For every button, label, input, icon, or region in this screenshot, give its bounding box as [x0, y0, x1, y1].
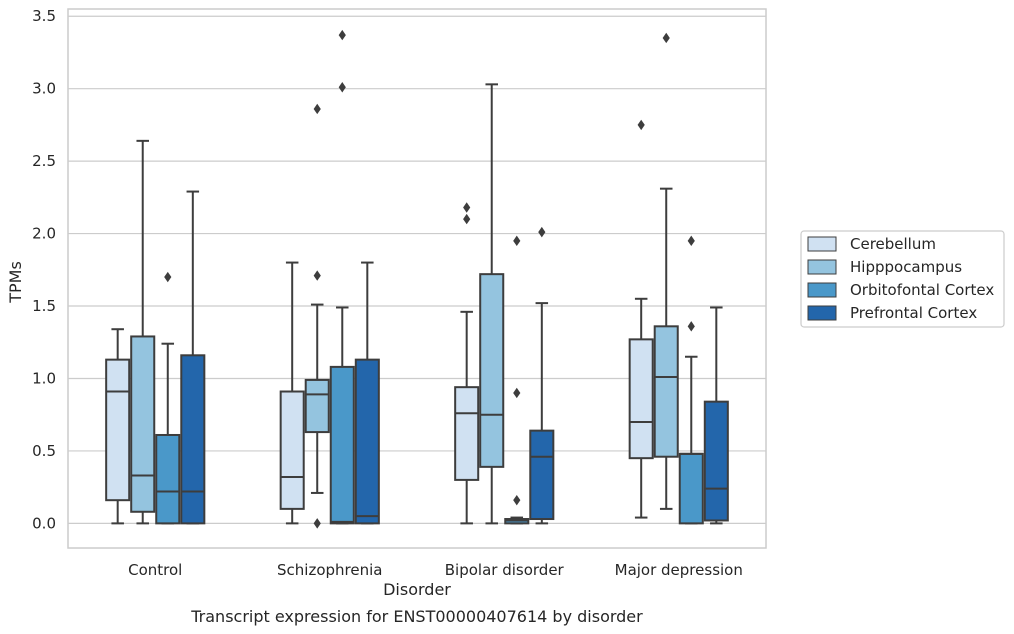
- box-iqr: [105, 358, 131, 502]
- y-tick-label: 3.5: [32, 7, 56, 25]
- outlier-point: [513, 494, 521, 506]
- legend-swatch: [807, 236, 837, 252]
- outlier-point: [463, 202, 471, 213]
- y-axis-ticks: 0.0 0.5 1.0 1.5 2.0 2.5 3.0 3.5: [32, 7, 56, 532]
- box-orbitofontal-cortex: [329, 29, 355, 525]
- outlier-point: [313, 103, 321, 115]
- box-hipppocampus: [130, 139, 156, 525]
- box-prefrontal-cortex: [703, 306, 729, 525]
- y-tick-label: 0.0: [32, 514, 56, 532]
- box-hipppocampus: [304, 103, 330, 529]
- x-axis-label: Disorder: [383, 580, 451, 599]
- x-tick-label: Bipolar disorder: [445, 561, 565, 579]
- box-prefrontal-cortex: [180, 190, 206, 525]
- x-tick-label: Schizophrenia: [277, 561, 382, 579]
- outlier-point: [338, 82, 346, 93]
- box-iqr: [703, 400, 729, 522]
- x-tick-label: Major depression: [615, 561, 743, 579]
- y-tick-label: 1.0: [32, 369, 56, 387]
- outlier-point: [637, 119, 645, 131]
- y-tick-label: 0.5: [32, 442, 56, 460]
- outlier-point: [164, 271, 172, 283]
- legend-label: Prefrontal Cortex: [850, 304, 977, 322]
- legend-label: Orbitofontal Cortex: [850, 281, 994, 299]
- outlier-point: [687, 321, 695, 332]
- box-cerebellum: [454, 202, 480, 525]
- boxes: [105, 29, 729, 529]
- box-prefrontal-cortex: [529, 226, 555, 525]
- box-iqr: [678, 452, 704, 525]
- box-iqr: [155, 433, 181, 525]
- outlier-point: [513, 387, 521, 399]
- box-cerebellum: [105, 328, 131, 525]
- y-tick-label: 3.0: [32, 80, 56, 98]
- legend-label: Hipppocampus: [850, 258, 962, 276]
- outlier-point: [513, 235, 521, 247]
- outlier-point: [313, 518, 321, 529]
- outlier-point: [687, 235, 695, 247]
- y-tick-label: 2.5: [32, 152, 56, 170]
- legend: Cerebellum Hipppocampus Orbitofontal Corte…: [800, 230, 1005, 328]
- legend-frame: [800, 230, 1005, 328]
- box-hipppocampus: [479, 83, 505, 525]
- x-axis-ticks: Control Schizophrenia Bipolar disorder Majo…: [128, 561, 743, 579]
- chart-caption: Transcript expression for ENST0000040761…: [190, 607, 643, 626]
- box-iqr: [454, 386, 480, 481]
- x-tick-label: Control: [128, 561, 182, 579]
- box-iqr: [479, 273, 505, 468]
- y-tick-label: 1.5: [32, 297, 56, 315]
- box-cerebellum: [628, 119, 654, 519]
- box-iqr: [653, 325, 679, 458]
- outlier-point: [338, 29, 346, 41]
- box-orbitofontal-cortex: [504, 235, 530, 525]
- box-iqr: [529, 429, 555, 521]
- outlier-point: [313, 270, 321, 281]
- box-hipppocampus: [653, 32, 679, 510]
- outlier-point: [662, 32, 670, 44]
- y-tick-label: 2.0: [32, 225, 56, 243]
- outlier-point: [538, 226, 546, 238]
- y-axis-label: TPMs: [6, 261, 25, 304]
- legend-swatch: [807, 259, 837, 275]
- box-iqr: [354, 358, 380, 525]
- box-orbitofontal-cortex: [678, 235, 704, 525]
- box-iqr: [329, 365, 355, 525]
- box-iqr: [279, 390, 305, 510]
- box-iqr: [304, 378, 330, 434]
- legend-label: Cerebellum: [850, 235, 936, 253]
- box-cerebellum: [279, 261, 305, 525]
- box-iqr: [628, 338, 654, 460]
- box-iqr: [180, 354, 206, 525]
- legend-swatch: [807, 305, 837, 321]
- box-iqr: [130, 335, 156, 513]
- plot-frame: [67, 8, 767, 549]
- box-orbitofontal-cortex: [155, 271, 181, 525]
- outlier-point: [463, 213, 471, 225]
- box-prefrontal-cortex: [354, 261, 380, 525]
- legend-swatch: [807, 282, 837, 298]
